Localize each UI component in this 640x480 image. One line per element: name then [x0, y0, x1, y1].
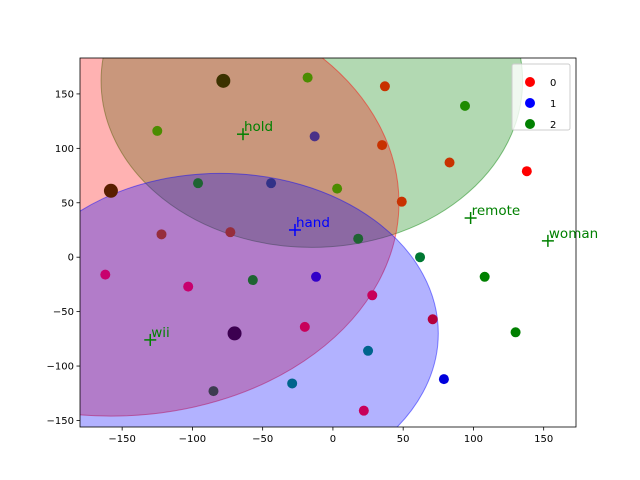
data-point: [363, 345, 374, 356]
data-point: [183, 281, 194, 292]
data-point: [367, 290, 378, 301]
y-tick-label: −100: [47, 362, 74, 373]
point-layer: [100, 72, 532, 416]
data-point: [152, 125, 163, 136]
large-point: [216, 73, 231, 88]
x-tick-label: 100: [464, 434, 483, 445]
legend-marker: [525, 98, 535, 108]
data-point: [309, 131, 320, 142]
annotation-label: woman: [549, 226, 598, 242]
large-point: [227, 326, 242, 341]
x-tick-label: 150: [534, 434, 553, 445]
data-point: [444, 157, 455, 168]
data-point: [100, 269, 111, 280]
legend-label: 1: [550, 99, 556, 110]
legend-box: [511, 63, 571, 131]
data-point: [459, 100, 470, 111]
annotation-label: hand: [296, 215, 330, 231]
data-point: [156, 229, 167, 240]
region-1: [80, 172, 439, 427]
legend-label: 0: [550, 78, 556, 89]
data-point: [510, 327, 521, 338]
plot-area: hold hand remote woman wii: [79, 57, 598, 428]
data-point: [225, 227, 236, 238]
annotation-wii: wii: [144, 325, 170, 346]
x-tick-label: −50: [252, 434, 273, 445]
large-point: [103, 183, 118, 198]
y-tick-label: 50: [61, 198, 74, 209]
data-point: [415, 252, 426, 263]
data-point: [208, 386, 219, 397]
legend: 0 1 2: [511, 63, 571, 131]
y-tick-label: −50: [53, 307, 74, 318]
y-axis: −150 −100 −50 0 50 100 150: [47, 89, 80, 427]
y-tick-label: 100: [55, 144, 74, 155]
annotation-remote: remote: [464, 203, 521, 225]
data-point: [332, 183, 343, 194]
data-point: [193, 178, 204, 189]
data-point: [396, 196, 407, 207]
x-tick-label: 50: [397, 434, 410, 445]
y-tick-label: 150: [55, 89, 74, 100]
annotation-hold: hold: [236, 119, 273, 141]
legend-label: 2: [550, 120, 556, 131]
annotation-woman: woman: [541, 226, 598, 247]
legend-marker: [525, 77, 535, 87]
data-point: [521, 166, 532, 177]
data-point: [247, 275, 258, 286]
data-point: [311, 271, 322, 282]
annotation-hand: hand: [288, 215, 330, 236]
x-tick-label: −150: [108, 434, 135, 445]
data-point: [358, 405, 369, 416]
annotation-label: wii: [151, 325, 170, 341]
data-point: [266, 178, 277, 189]
data-point: [427, 314, 438, 325]
annotation-label: hold: [244, 119, 273, 135]
data-point: [353, 233, 364, 244]
y-tick-label: −150: [47, 416, 74, 427]
region-layer: [80, 58, 524, 427]
annotation-label: remote: [472, 203, 521, 219]
x-axis: −150 −100 −50 0 50 100 150: [108, 427, 553, 445]
legend-marker: [525, 119, 535, 129]
x-tick-label: 0: [330, 434, 336, 445]
annotation-layer: hold hand remote woman wii: [144, 119, 598, 346]
data-point: [299, 321, 310, 332]
y-tick-label: 0: [68, 253, 74, 264]
data-point: [479, 271, 490, 282]
data-point: [379, 81, 390, 92]
plot-frame: [79, 57, 577, 428]
data-point: [302, 72, 313, 83]
data-point: [377, 140, 388, 151]
x-tick-label: −100: [179, 434, 206, 445]
data-point: [438, 374, 449, 385]
data-point: [287, 378, 298, 389]
